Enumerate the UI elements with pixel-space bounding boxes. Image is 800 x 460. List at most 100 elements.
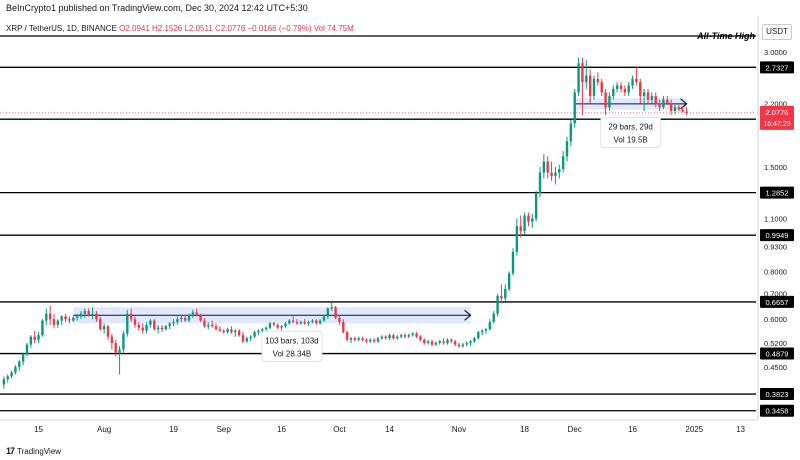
price-axis: 3.0000 2.2000 1.5000 1.1000 0.9300 0.8000 0.70…: [760, 48, 794, 417]
candle-body: [561, 156, 565, 170]
level-price-box: [760, 295, 794, 308]
candle-body: [214, 326, 218, 330]
candle-body: [669, 103, 673, 112]
candle-body: [372, 339, 376, 342]
candle-body: [64, 316, 67, 320]
candle-body: [461, 344, 465, 347]
candle-body: [129, 313, 133, 320]
price-tick-label: 1.5000: [764, 163, 787, 172]
currency-label[interactable]: USDT: [762, 24, 792, 40]
candle-body: [666, 99, 669, 104]
candle-body: [160, 327, 164, 330]
candle-body: [411, 333, 414, 336]
candle-body: [52, 319, 56, 325]
range-boxes: [73, 98, 688, 324]
candle-body: [272, 323, 276, 325]
time-tick-label: 16: [277, 425, 286, 434]
symbol-name[interactable]: XRP / TetherUS, 1D, BINANCE: [6, 24, 117, 33]
candle-body: [585, 75, 588, 83]
candle-body: [654, 95, 657, 104]
candle-body: [480, 330, 484, 333]
candle-body: [635, 78, 638, 83]
candle-body: [500, 295, 503, 299]
current-price-label: 2.0776: [766, 108, 789, 117]
candle-body: [588, 75, 592, 96]
candle-body: [72, 317, 75, 321]
candle-body: [376, 338, 380, 342]
candle-body: [180, 317, 183, 320]
candle-body: [627, 85, 630, 93]
candle-body: [658, 103, 661, 108]
candle-body: [685, 111, 688, 113]
price-tick-label: 2.2000: [764, 99, 787, 108]
candle-body: [280, 326, 283, 328]
candle-body: [29, 336, 33, 345]
candle-body: [565, 141, 569, 157]
time-tick-label: 14: [385, 425, 394, 434]
candle-body: [156, 327, 160, 330]
candle-body: [504, 288, 507, 299]
candle-body: [291, 320, 295, 322]
candle-body: [488, 321, 492, 330]
candle-body: [646, 92, 650, 100]
candle-body: [365, 339, 368, 342]
tradingview-brand: TradingView: [17, 446, 62, 456]
candle-body: [450, 339, 453, 342]
candle-body: [95, 313, 98, 320]
candle-body: [288, 320, 291, 324]
candle-body: [542, 161, 546, 173]
candle-body: [538, 172, 542, 194]
candle-body: [438, 341, 441, 343]
candle-body: [492, 313, 495, 322]
candle-body: [650, 95, 654, 100]
level-price-box: [760, 388, 794, 401]
candle-body: [21, 354, 25, 362]
candle-body: [558, 169, 561, 173]
price-tick-label: 0.9300: [764, 242, 787, 251]
candle-body: [110, 336, 114, 343]
candle-body: [457, 344, 461, 347]
candle-body: [145, 324, 148, 331]
candle-body: [592, 78, 596, 96]
time-tick-label: Oct: [333, 425, 346, 434]
candle-body: [114, 342, 117, 353]
time-tick-label: Aug: [97, 425, 111, 434]
grid-layer: [0, 16, 759, 421]
candle-body: [299, 321, 303, 324]
candle-body: [87, 311, 90, 316]
candle-body: [295, 321, 299, 324]
time-tick-label: 15: [34, 425, 43, 434]
range-info-box: [600, 117, 662, 149]
candle-body: [75, 316, 79, 318]
candle-body: [662, 99, 665, 108]
candle-body: [349, 338, 353, 340]
candle-body: [639, 82, 642, 96]
candle-body: [353, 338, 357, 340]
candle-body: [249, 336, 252, 339]
candle-body: [396, 336, 399, 339]
level-price-label: 1.2852: [766, 189, 789, 198]
candle-body: [550, 172, 553, 177]
price-tick-label: 1.1000: [764, 214, 787, 223]
candle-body: [268, 323, 272, 328]
level-price-label: 0.3458: [766, 407, 789, 416]
candle-body: [546, 161, 549, 173]
tradingview-footer[interactable]: 17 TradingView: [6, 446, 61, 456]
candle-body: [426, 341, 430, 343]
price-tick-label: 0.4500: [764, 363, 787, 372]
candles: [2, 57, 688, 389]
candle-body: [33, 336, 36, 340]
candle-body: [207, 324, 210, 327]
candle-body: [619, 85, 623, 89]
candle-body: [392, 335, 395, 339]
candle-body: [322, 316, 326, 321]
candle-body: [534, 193, 538, 219]
time-axis: 15 Aug 19 Sep 16 Oct 14 Nov 18 Dec 16 2025 13: [34, 425, 745, 434]
price-tick-label: 0.7000: [764, 290, 787, 299]
price-tick-label: 0.5200: [764, 339, 787, 348]
candle-body: [79, 313, 83, 317]
symbol-legend: XRP / TetherUS, 1D, BINANCE O2.0941 H2.1…: [6, 24, 354, 33]
candle-body: [218, 329, 222, 331]
candle-body: [623, 88, 627, 93]
